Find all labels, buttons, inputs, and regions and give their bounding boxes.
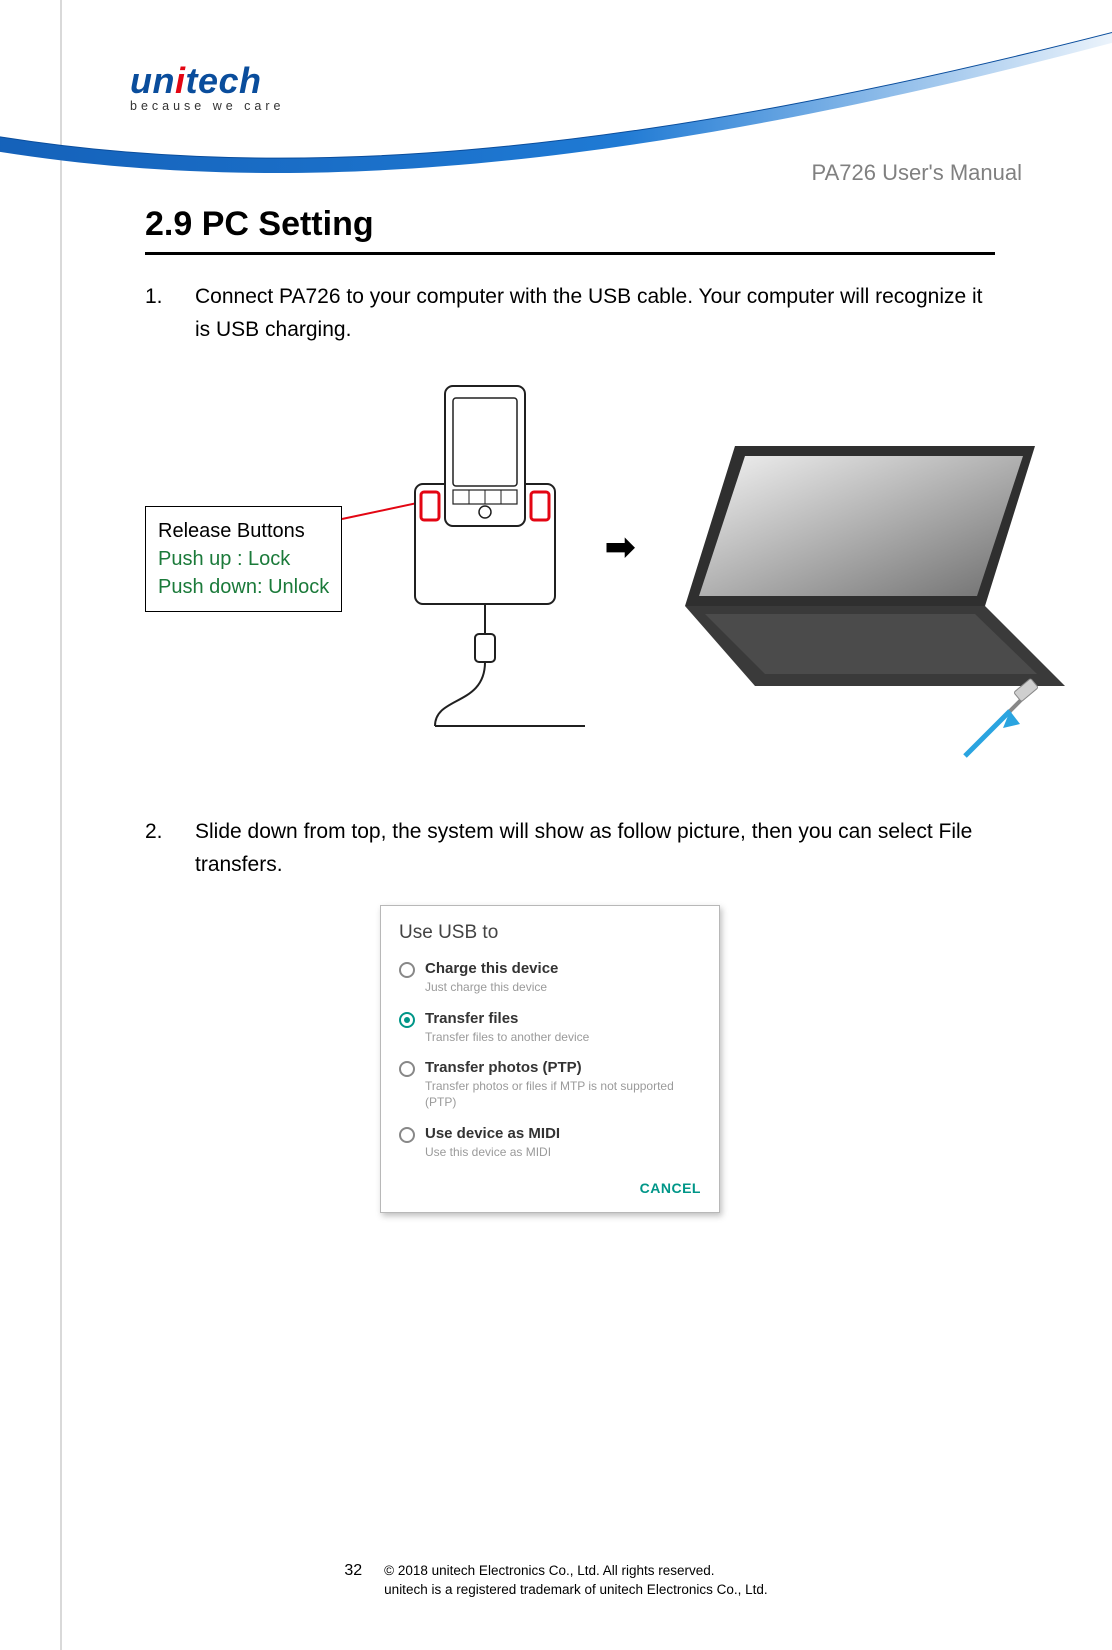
brand-tagline: because we care [130,99,285,113]
callout-line-1: Release Buttons [158,517,329,545]
section-rule [145,252,995,255]
usb-dialog-title: Use USB to [381,906,719,954]
copyright-text: © 2018 unitech Electronics Co., Ltd. All… [384,1562,767,1600]
copyright-line-1: © 2018 unitech Electronics Co., Ltd. All… [384,1563,714,1578]
usb-option-charge[interactable]: Charge this device Just charge this devi… [381,954,719,1004]
usb-dialog: Use USB to Charge this device Just charg… [380,905,720,1213]
usb-option-label: Transfer photos (PTP) [425,1059,582,1076]
device-cradle-illustration [375,376,595,736]
header-swoosh [0,0,1112,230]
radio-selected-icon [399,1012,415,1028]
laptop-illustration [665,436,1075,766]
arrow-right-icon: ➡ [605,526,635,568]
step-item: 1. Connect PA726 to your computer with t… [145,281,995,346]
step-number: 2. [145,816,195,881]
page: unitech because we care PA726 User's Man… [0,0,1112,1650]
left-margin-line [60,0,62,1650]
usb-option-midi[interactable]: Use device as MIDI Use this device as MI… [381,1119,719,1169]
brand-wordmark: unitech [130,60,285,102]
radio-icon [399,1061,415,1077]
brand-logo: unitech because we care [130,60,285,113]
figure-usb-dialog: Use USB to Charge this device Just charg… [145,905,995,1335]
figure-connection: Release Buttons Push up : Lock Push down… [145,376,995,756]
step-text: Connect PA726 to your computer with the … [195,281,995,346]
step-list-2: 2. Slide down from top, the system will … [145,816,995,881]
radio-icon [399,962,415,978]
usb-option-sub: Transfer files to another device [425,1030,701,1046]
callout-line-3: Push down: Unlock [158,573,329,601]
copyright-line-2: unitech is a registered trademark of uni… [384,1582,767,1597]
usb-dialog-actions: CANCEL [381,1168,719,1212]
content-area: 2.9 PC Setting 1. Connect PA726 to your … [145,205,995,1335]
step-text: Slide down from top, the system will sho… [195,816,995,881]
brand-suffix: tech [186,60,262,101]
usb-option-label: Transfer files [425,1010,518,1027]
step-item: 2. Slide down from top, the system will … [145,816,995,881]
usb-option-transfer-files[interactable]: Transfer files Transfer files to another… [381,1004,719,1054]
brand-accent-letter: i [175,60,186,101]
page-footer: 32 © 2018 unitech Electronics Co., Ltd. … [0,1562,1112,1600]
page-number: 32 [344,1562,362,1580]
release-buttons-callout: Release Buttons Push up : Lock Push down… [145,506,342,612]
manual-title: PA726 User's Manual [812,160,1022,186]
usb-option-sub: Just charge this device [425,980,701,996]
usb-option-sub: Transfer photos or files if MTP is not s… [425,1079,701,1110]
usb-option-label: Charge this device [425,960,558,977]
usb-option-ptp[interactable]: Transfer photos (PTP) Transfer photos or… [381,1053,719,1118]
section-heading: 2.9 PC Setting [145,205,995,244]
radio-icon [399,1127,415,1143]
usb-option-sub: Use this device as MIDI [425,1145,701,1161]
step-number: 1. [145,281,195,346]
brand-prefix: un [130,60,175,101]
usb-option-label: Use device as MIDI [425,1125,560,1142]
callout-line-2: Push up : Lock [158,545,329,573]
cancel-button[interactable]: CANCEL [640,1180,701,1196]
step-list: 1. Connect PA726 to your computer with t… [145,281,995,346]
